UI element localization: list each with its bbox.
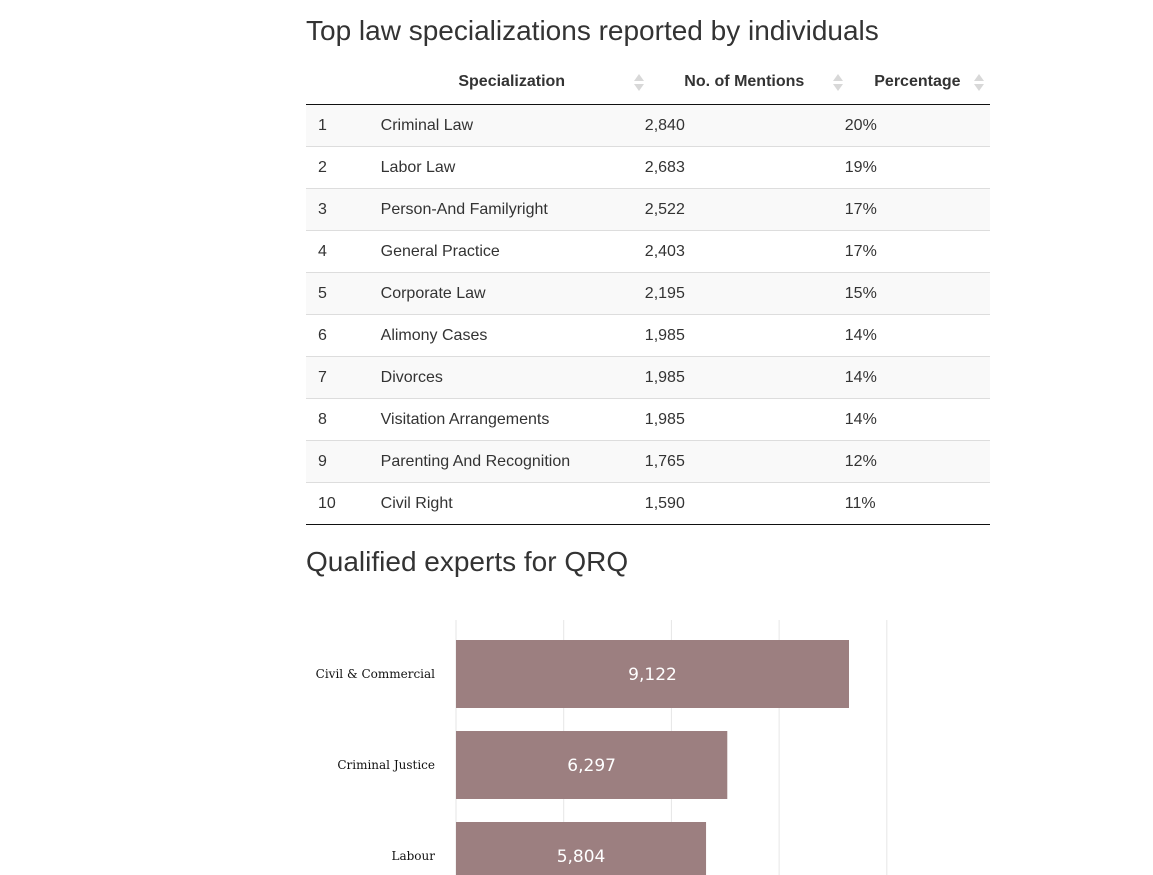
bar[interactable] xyxy=(456,731,728,799)
row-mentions: 2,683 xyxy=(643,146,845,189)
bar[interactable] xyxy=(456,640,849,708)
row-percentage: 20% xyxy=(844,116,877,134)
column-header-specialization[interactable]: Specialization xyxy=(379,60,644,105)
table-row: 3 Person-And Familyright 2,522 17% xyxy=(306,188,990,231)
table-row: 4 General Practice 2,403 17% xyxy=(306,230,990,273)
row-percentage: 11% xyxy=(844,482,990,525)
table-row: 9 Parenting And Recognition 1,765 12% xyxy=(306,440,990,483)
row-percentage: 14% xyxy=(844,398,990,441)
row-mentions: 1,985 xyxy=(643,314,845,357)
column-header-percentage[interactable]: Percentage xyxy=(844,60,990,105)
row-mentions: 1,590 xyxy=(643,482,845,525)
row-mentions: 2,522 xyxy=(643,188,845,231)
column-header-label: No. of Mentions xyxy=(684,73,805,90)
table-row: 8 Visitation Arrangements 1,985 14% xyxy=(306,398,990,441)
chart-title: Qualified experts for QRQ xyxy=(306,546,629,577)
table-row: 5 Corporate Law 2,195 15% xyxy=(306,272,990,315)
specializations-table: Specialization No. of Mentions Percentag… xyxy=(306,60,990,525)
category-label: Civil & Commercial xyxy=(316,667,436,681)
row-index: 6 xyxy=(306,314,380,357)
experts-bar-chart: 9,122 Civil & Commercial 6,297 Criminal Jus… xyxy=(306,600,1006,875)
table-row: 1 Criminal Law 2,840 20% xyxy=(306,104,990,147)
row-specialization: General Practice xyxy=(379,230,644,273)
row-index: 4 xyxy=(306,230,380,273)
row-percentage: 19% xyxy=(844,146,990,189)
column-header-mentions[interactable]: No. of Mentions xyxy=(643,60,845,105)
row-specialization: Alimony Cases xyxy=(379,314,644,357)
row-percentage: 14% xyxy=(844,314,990,357)
table-row: 6 Alimony Cases 1,985 14% xyxy=(306,314,990,357)
category-label: Labour xyxy=(392,849,436,863)
row-specialization: Person-And Familyright xyxy=(379,188,644,231)
row-percentage: 14% xyxy=(844,356,990,399)
row-mentions: 2,403 xyxy=(643,230,845,273)
category-label: Criminal Justice xyxy=(337,758,435,772)
row-specialization: Divorces xyxy=(379,356,644,399)
row-percentage: 17% xyxy=(844,230,990,273)
row-percentage: 15% xyxy=(844,272,990,315)
bar-value-label: 5,804 xyxy=(557,847,606,867)
row-mentions: 1,985 xyxy=(643,356,845,399)
row-index: 7 xyxy=(306,356,380,399)
row-specialization: Labor Law xyxy=(379,146,644,189)
bar-value-label: 6,297 xyxy=(567,756,616,776)
row-specialization: Visitation Arrangements xyxy=(379,398,644,441)
row-index: 9 xyxy=(306,440,380,483)
row-mentions: 1,985 xyxy=(643,398,845,441)
sort-icon[interactable] xyxy=(974,74,984,92)
row-mentions: 2,840 xyxy=(644,116,685,134)
row-index: 3 xyxy=(306,188,380,231)
table-row: 2 Labor Law 2,683 19% xyxy=(306,146,990,189)
column-header-label: Specialization xyxy=(458,73,566,90)
row-specialization: Corporate Law xyxy=(379,272,644,315)
row-index: 2 xyxy=(306,146,380,189)
row-index: 10 xyxy=(306,482,380,525)
table-row: 7 Divorces 1,985 14% xyxy=(306,356,990,399)
table-title: Top law specializations reported by indi… xyxy=(306,15,879,46)
row-mentions: 2,195 xyxy=(643,272,845,315)
row-specialization: Criminal Law xyxy=(380,116,474,134)
sort-icon[interactable] xyxy=(832,74,843,92)
column-header-index xyxy=(306,60,380,105)
table-header-row: Specialization No. of Mentions Percentag… xyxy=(306,60,990,105)
sort-icon[interactable] xyxy=(633,74,644,92)
bar[interactable] xyxy=(456,822,707,875)
row-index: 5 xyxy=(306,272,380,315)
row-index: 8 xyxy=(306,398,380,441)
row-specialization: Civil Right xyxy=(379,482,644,525)
column-header-label: Percentage xyxy=(874,73,961,90)
row-percentage: 17% xyxy=(844,188,990,231)
bar-value-label: 9,122 xyxy=(628,665,677,685)
row-mentions: 1,765 xyxy=(643,440,845,483)
row-index: 1 xyxy=(318,116,327,134)
table-row: 10 Civil Right 1,590 11% xyxy=(306,482,990,525)
row-percentage: 12% xyxy=(844,440,990,483)
row-specialization: Parenting And Recognition xyxy=(379,440,644,483)
chart-svg: 9,122 Civil & Commercial 6,297 Criminal Jus… xyxy=(316,620,888,875)
table-body: 1 Criminal Law 2,840 20% 2 Labor Law 2,6… xyxy=(306,104,990,525)
